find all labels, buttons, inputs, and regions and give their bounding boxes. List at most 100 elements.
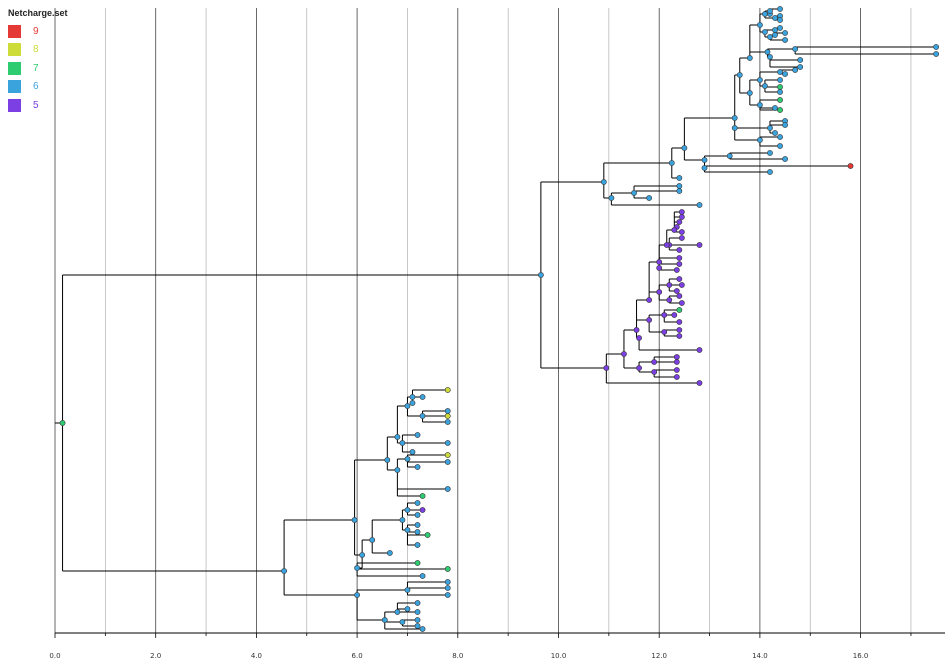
gridlines (54, 8, 912, 633)
tree-tip-node (696, 347, 703, 353)
tree-tip-node (777, 107, 783, 113)
tree-internal-node (608, 195, 615, 201)
tree-internal-node (772, 15, 778, 21)
tree-tip-node (414, 560, 421, 566)
tree-internal-node (651, 369, 658, 375)
tree-tip-node (782, 37, 788, 43)
legend-item: 8 (8, 41, 68, 60)
tree-tip-node (386, 550, 393, 556)
tree-internal-node (663, 242, 670, 248)
tree-internal-node (726, 153, 733, 159)
tree-tip-node (676, 247, 683, 253)
tree-tip-node (772, 130, 778, 136)
tree-tip-node (404, 606, 411, 612)
tree-internal-node (772, 27, 778, 33)
tree-internal-node (651, 359, 658, 365)
tree-tip-node (676, 183, 683, 189)
tree-tip-node (414, 432, 421, 438)
tree-internal-node (381, 617, 388, 623)
tree-tip-node (847, 163, 854, 169)
x-axis: 0.0 2.0 4.0 6.0 8.0 10.0 12.0 14.0 16.0 (49, 632, 945, 660)
x-axis-tick-label: 14.0 (752, 652, 768, 660)
tree-internal-node (633, 327, 640, 333)
legend-swatch (8, 80, 21, 94)
tree-tip-node (676, 293, 683, 299)
legend-items: 9 8 7 6 5 (8, 22, 68, 115)
tree-tip-node (767, 150, 773, 156)
tree-tip-node (777, 25, 783, 31)
tree-tip-node (676, 255, 683, 261)
tree-internal-node (661, 312, 668, 318)
tree-internal-node (404, 403, 411, 409)
x-axis-tick-label: 10.0 (551, 652, 567, 660)
tree-tip-node (676, 327, 683, 333)
legend-label: 5 (33, 99, 39, 111)
legend-item: 5 (8, 96, 68, 115)
legend: Netcharge.set 9 8 7 6 5 (8, 8, 68, 115)
tree-internal-node (668, 160, 675, 166)
tree-branches (55, 8, 937, 630)
legend-swatch (8, 24, 21, 38)
tree-internal-node (59, 420, 66, 426)
x-axis-tick-label: 6.0 (352, 652, 363, 660)
tree-tip-node (673, 288, 680, 294)
tree-tip-node (419, 626, 426, 632)
tree-internal-node (762, 29, 768, 35)
tree-tip-node (414, 464, 421, 470)
tree-internal-node (394, 609, 401, 615)
tree-tip-node (409, 400, 416, 406)
tree-internal-node (792, 46, 799, 52)
tree-tip-node (444, 459, 451, 465)
tree-internal-node (767, 8, 773, 14)
tree-internal-node (656, 259, 663, 265)
tree-tip-node (777, 6, 783, 12)
tree-tip-node (444, 440, 451, 446)
tree-tip-node (444, 413, 451, 419)
tree-internal-node (394, 434, 401, 440)
tree-internal-node (762, 83, 768, 89)
tree-internal-node (656, 265, 663, 271)
x-axis-tick-label: 4.0 (251, 652, 262, 660)
x-axis-tick-label: 12.0 (651, 652, 667, 660)
legend-title: Netcharge.set (8, 8, 68, 18)
tree-tip-node (419, 507, 426, 513)
x-axis-tick-label: 16.0 (853, 652, 869, 660)
legend-label: 9 (33, 25, 39, 37)
tree-tip-node (444, 585, 451, 591)
tree-internal-node (419, 413, 426, 419)
tree-tip-node (777, 143, 783, 149)
tree-internal-node (731, 125, 738, 131)
tree-tip-node (444, 419, 451, 425)
tree-internal-node (777, 69, 783, 75)
tree-tip-node (676, 319, 683, 325)
tree-tip-node (673, 267, 680, 273)
tree-internal-node (671, 227, 678, 233)
tree-internal-node (369, 537, 376, 543)
tree-tip-node (444, 579, 451, 585)
tree-internal-node (399, 619, 406, 625)
tree-tip-node (676, 175, 683, 181)
legend-item: 6 (8, 78, 68, 97)
tree-tip-node (772, 105, 778, 111)
tree-tip-node (414, 542, 421, 548)
tree-tip-node (414, 529, 421, 535)
tree-internal-node (399, 440, 406, 446)
tree-internal-node (537, 272, 544, 278)
tree-tip-node (772, 32, 778, 38)
tree-tip-node (444, 486, 451, 492)
tree-tip-node (419, 493, 426, 499)
tree-tip-node (933, 51, 940, 57)
tree-tip-node (792, 67, 799, 73)
tree-internal-node (701, 165, 708, 171)
tree-tip-node (676, 219, 683, 225)
tree-tip-node (767, 169, 773, 175)
tree-tip-node (777, 134, 783, 140)
tree-internal-node (757, 102, 763, 108)
legend-label: 7 (33, 62, 39, 74)
tree-internal-node (636, 335, 642, 341)
tree-nodes (59, 6, 940, 632)
tree-tip-node (782, 71, 788, 77)
tree-tip-node (678, 229, 685, 235)
tree-internal-node (600, 179, 607, 185)
